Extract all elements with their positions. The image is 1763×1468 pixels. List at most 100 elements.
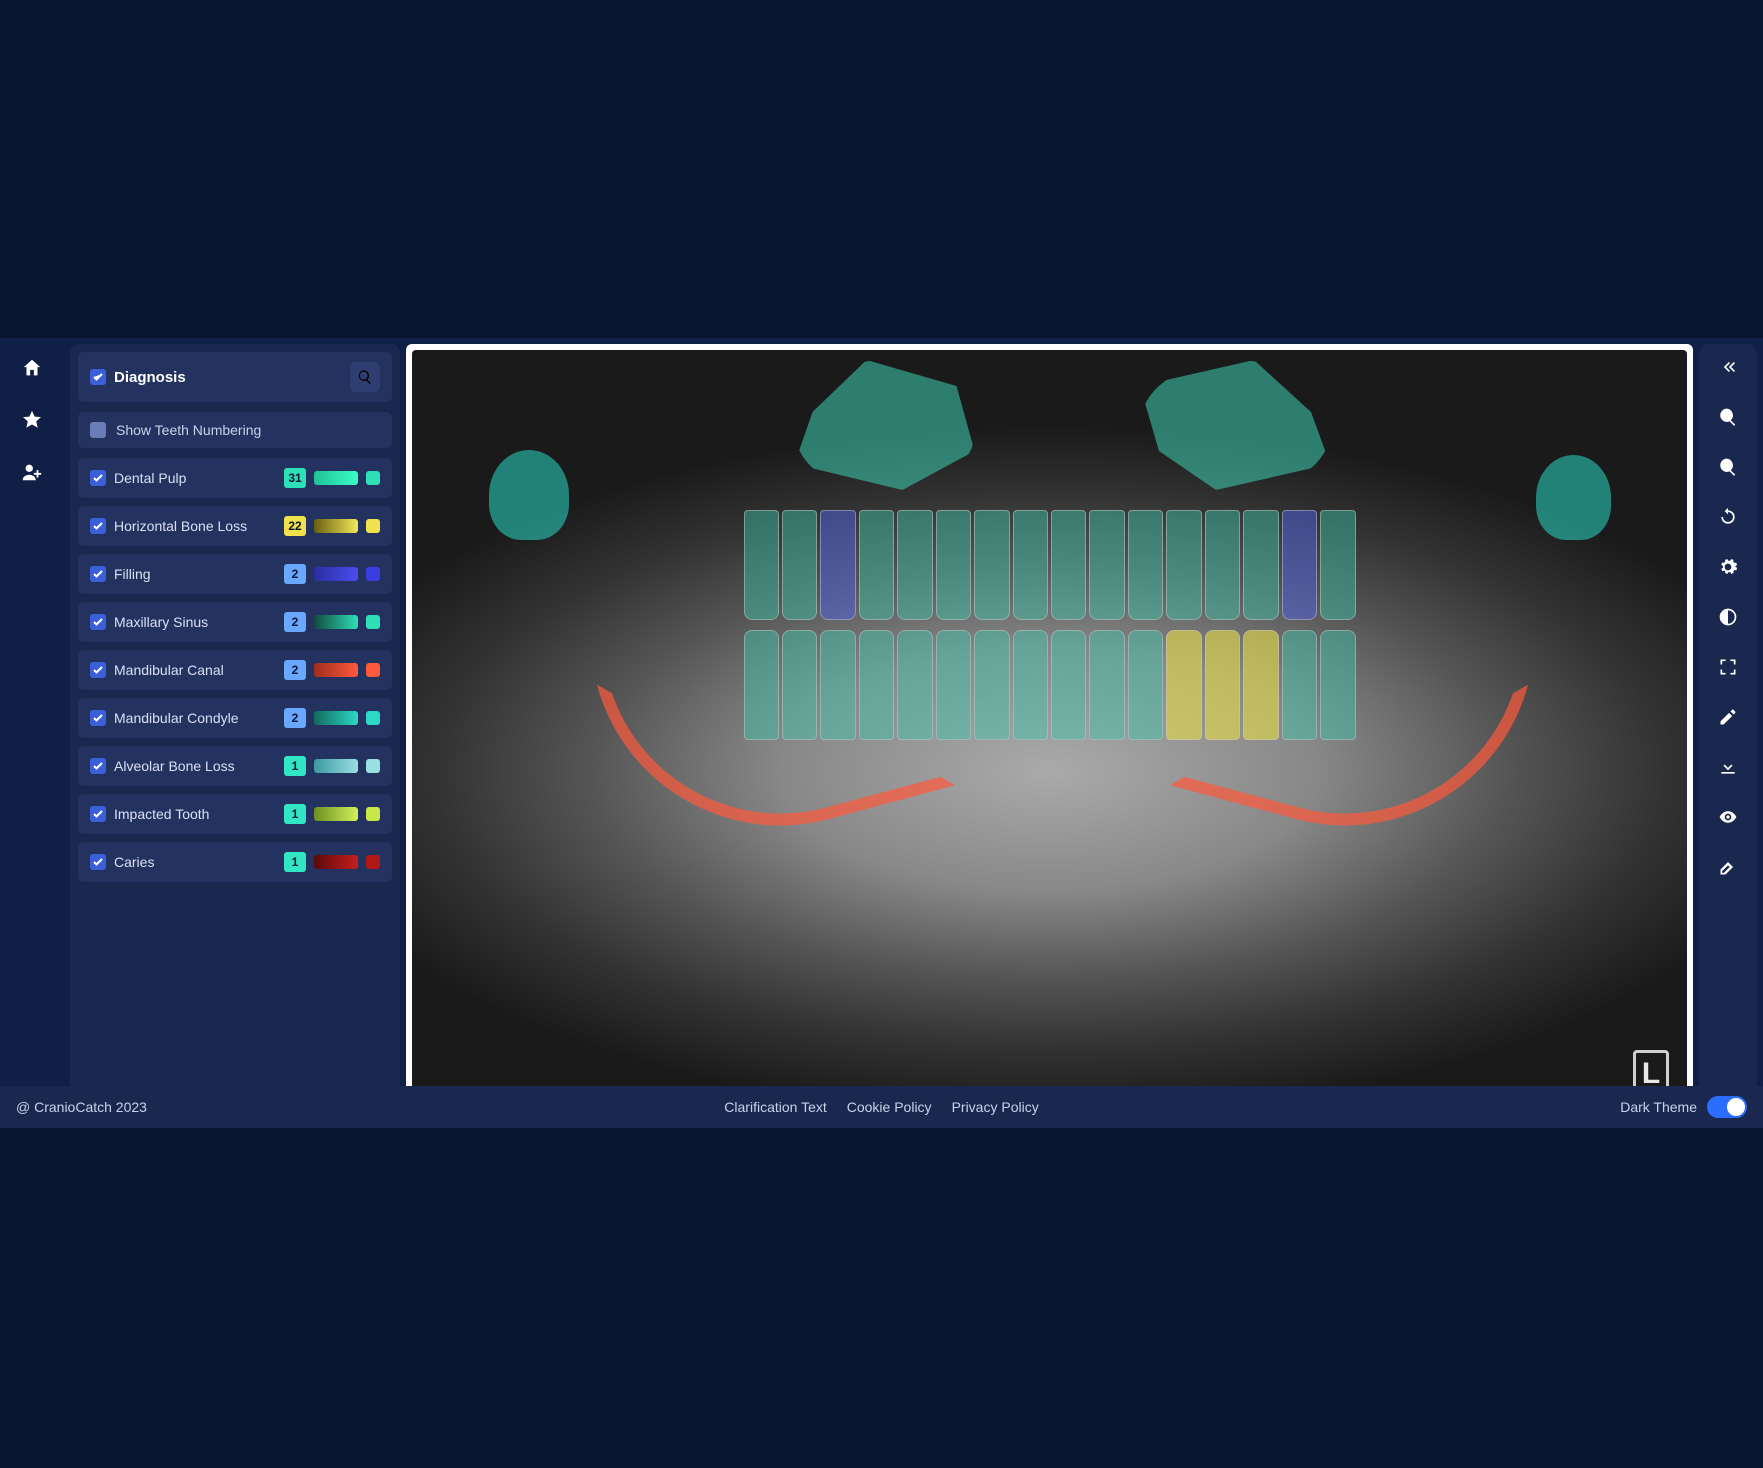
eye-icon[interactable] xyxy=(1715,804,1741,830)
tooth-overlay xyxy=(1128,510,1163,620)
item-gradient xyxy=(314,615,358,629)
tooth-overlay xyxy=(1128,630,1163,740)
diagnosis-item[interactable]: Horizontal Bone Loss 22 xyxy=(78,506,392,546)
item-gradient xyxy=(314,855,358,869)
item-gradient xyxy=(314,519,358,533)
xray-image: L xyxy=(412,350,1687,1116)
item-checkbox[interactable] xyxy=(90,566,106,582)
tooth-overlay xyxy=(974,630,1009,740)
item-gradient xyxy=(314,711,358,725)
tooth-overlay xyxy=(1282,510,1317,620)
tools-cross-icon[interactable] xyxy=(1715,854,1741,880)
collapse-icon[interactable] xyxy=(1715,354,1741,380)
tooth-overlay xyxy=(1166,510,1201,620)
tooth-overlay xyxy=(1320,630,1355,740)
item-label: Caries xyxy=(114,854,276,870)
diagnosis-item[interactable]: Mandibular Canal 2 xyxy=(78,650,392,690)
diagnosis-item[interactable]: Mandibular Condyle2 xyxy=(78,698,392,738)
tooth-overlay xyxy=(897,510,932,620)
right-toolbar xyxy=(1699,344,1757,1122)
diagnosis-item[interactable]: Caries 1 xyxy=(78,842,392,882)
tooth-overlay xyxy=(1013,630,1048,740)
app-container: v 1.0 Diagnosis Show Teeth Numbering Den… xyxy=(0,338,1763,1128)
item-swatch xyxy=(366,519,380,533)
star-icon[interactable] xyxy=(18,406,46,434)
diagnosis-item[interactable]: Maxillary Sinus2 xyxy=(78,602,392,642)
xray-viewer[interactable]: L xyxy=(406,344,1693,1122)
overlay-maxillary-sinus-left xyxy=(795,360,975,490)
item-checkbox[interactable] xyxy=(90,518,106,534)
item-label: Alveolar Bone Loss xyxy=(114,758,276,774)
item-count: 1 xyxy=(284,852,306,872)
theme-label: Dark Theme xyxy=(1620,1099,1697,1115)
search-button[interactable] xyxy=(350,362,380,392)
fullscreen-icon[interactable] xyxy=(1715,654,1741,680)
tooth-overlay xyxy=(1089,510,1124,620)
tooth-overlay xyxy=(1166,630,1201,740)
tooth-overlay xyxy=(820,630,855,740)
sidebar-header: Diagnosis xyxy=(78,352,392,402)
item-checkbox[interactable] xyxy=(90,854,106,870)
zoom-in-icon[interactable] xyxy=(1715,404,1741,430)
tooth-overlay xyxy=(974,510,1009,620)
item-count: 2 xyxy=(284,564,306,584)
item-gradient xyxy=(314,663,358,677)
theme-toggle[interactable] xyxy=(1707,1096,1747,1118)
item-count: 2 xyxy=(284,708,306,728)
pencil-icon[interactable] xyxy=(1715,704,1741,730)
link-clarification[interactable]: Clarification Text xyxy=(724,1099,826,1115)
tooth-overlay xyxy=(1243,630,1278,740)
tooth-overlay xyxy=(1320,510,1355,620)
add-user-icon[interactable] xyxy=(18,458,46,486)
item-checkbox[interactable] xyxy=(90,470,106,486)
item-label: Horizontal Bone Loss xyxy=(114,518,276,534)
link-privacy-policy[interactable]: Privacy Policy xyxy=(952,1099,1039,1115)
item-count: 1 xyxy=(284,756,306,776)
upper-teeth-row xyxy=(744,510,1356,620)
diagnosis-item[interactable]: Impacted Tooth1 xyxy=(78,794,392,834)
tooth-overlay xyxy=(859,630,894,740)
item-label: Maxillary Sinus xyxy=(114,614,276,630)
item-gradient xyxy=(314,567,358,581)
diagnosis-checkbox[interactable] xyxy=(90,369,106,385)
item-checkbox[interactable] xyxy=(90,662,106,678)
item-label: Filling xyxy=(114,566,276,582)
diagnosis-item[interactable]: Dental Pulp31 xyxy=(78,458,392,498)
item-label: Mandibular Canal xyxy=(114,662,276,678)
tooth-overlay xyxy=(744,630,779,740)
tooth-overlay xyxy=(782,630,817,740)
overlay-mandibular-condyle-right xyxy=(1536,455,1611,540)
item-checkbox[interactable] xyxy=(90,614,106,630)
tooth-overlay xyxy=(936,510,971,620)
item-count: 22 xyxy=(284,516,306,536)
item-count: 2 xyxy=(284,660,306,680)
tooth-overlay xyxy=(897,630,932,740)
item-swatch xyxy=(366,759,380,773)
overlay-mandibular-condyle-left xyxy=(489,450,569,540)
rotate-icon[interactable] xyxy=(1715,504,1741,530)
item-checkbox[interactable] xyxy=(90,710,106,726)
overlay-maxillary-sinus-right xyxy=(1140,360,1330,490)
contrast-icon[interactable] xyxy=(1715,604,1741,630)
zoom-out-icon[interactable] xyxy=(1715,454,1741,480)
home-icon[interactable] xyxy=(18,354,46,382)
show-numbering-row[interactable]: Show Teeth Numbering xyxy=(78,412,392,448)
item-gradient xyxy=(314,807,358,821)
download-icon[interactable] xyxy=(1715,754,1741,780)
tooth-overlay xyxy=(1013,510,1048,620)
tooth-overlay xyxy=(859,510,894,620)
item-checkbox[interactable] xyxy=(90,806,106,822)
diagnosis-item[interactable]: Alveolar Bone Loss 1 xyxy=(78,746,392,786)
diagnosis-sidebar: Diagnosis Show Teeth Numbering Dental Pu… xyxy=(70,344,400,1122)
sidebar-title: Diagnosis xyxy=(114,369,186,386)
tooth-overlay xyxy=(1051,510,1086,620)
show-numbering-checkbox[interactable] xyxy=(90,422,106,438)
gear-icon[interactable] xyxy=(1715,554,1741,580)
link-cookie-policy[interactable]: Cookie Policy xyxy=(847,1099,932,1115)
tooth-overlay xyxy=(1205,630,1240,740)
item-count: 1 xyxy=(284,804,306,824)
diagnosis-item[interactable]: Filling 2 xyxy=(78,554,392,594)
tooth-overlay xyxy=(1051,630,1086,740)
item-swatch xyxy=(366,663,380,677)
item-checkbox[interactable] xyxy=(90,758,106,774)
